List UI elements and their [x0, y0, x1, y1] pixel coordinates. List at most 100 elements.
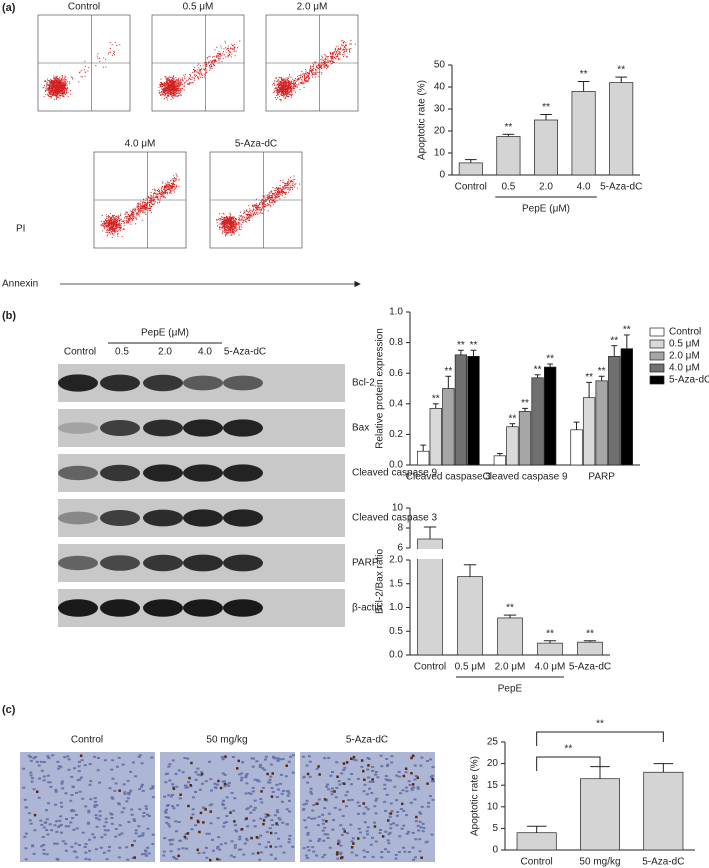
- blot-band: [183, 554, 223, 572]
- y-tick-label: 10: [487, 801, 499, 812]
- x-tick-label: 4.0 μM: [535, 662, 566, 673]
- blot-band: [143, 374, 183, 392]
- y-tick-label: 0.2: [389, 429, 403, 440]
- bar: [458, 162, 483, 176]
- blot-band: [143, 464, 183, 482]
- blot-band: [183, 464, 223, 482]
- legend-label: 5-Aza-dC: [669, 375, 709, 386]
- blot-row-label: Bax: [352, 423, 369, 434]
- x-axis-label: Annexin: [2, 279, 38, 290]
- ihc-label: 5-Aza-dC: [346, 735, 388, 746]
- significance: **: [457, 340, 465, 351]
- panel-label: (a): [2, 2, 16, 14]
- y-tick-label: 0.6: [389, 368, 403, 379]
- bar: [580, 778, 620, 851]
- bar: [582, 397, 596, 466]
- x-tick-label: Cleaved caspase 3: [406, 472, 491, 483]
- blot-band: [143, 509, 183, 527]
- bar: [608, 356, 621, 466]
- x-tick-label: PARP: [588, 472, 615, 483]
- comparison-bracket: [536, 756, 601, 771]
- significance: **: [596, 719, 604, 730]
- y-tick-label: 1.0: [389, 602, 403, 613]
- significance: **: [444, 366, 452, 377]
- x-axis-label: PepE: [498, 684, 523, 695]
- y-tick-label: 0.0: [389, 460, 403, 471]
- y-tick-label: 10: [434, 148, 446, 159]
- blot-band: [143, 419, 183, 437]
- x-tick-label: 0.5 μM: [455, 662, 486, 673]
- x-tick-label: 2.0 μM: [495, 662, 526, 673]
- bar: [595, 380, 608, 466]
- x-tick-label: Cleaved caspase 9: [482, 472, 567, 483]
- y-axis-label: Relative protein expression: [375, 328, 386, 449]
- significance: **: [534, 364, 542, 375]
- flow-plot-title: 5-Aza-dC: [235, 139, 277, 150]
- bar: [429, 408, 442, 466]
- y-tick-label: 30: [434, 104, 446, 115]
- bar: [571, 91, 596, 176]
- ihc-label: Control: [71, 735, 103, 746]
- bar: [417, 450, 430, 466]
- bar: [442, 388, 455, 466]
- bar: [537, 642, 563, 656]
- bar: [516, 832, 557, 851]
- blot-band: [223, 464, 263, 482]
- blot-row-label: Cleaved caspase 9: [352, 468, 437, 479]
- blot-row-label: PARP: [352, 558, 379, 569]
- x-tick-label: 5-Aza-dC: [600, 182, 642, 193]
- x-tick-label: 5-Aza-dC: [569, 662, 611, 673]
- y-tick-label: 0.8: [389, 337, 403, 348]
- y-tick-label: 0.4: [389, 398, 403, 409]
- blot-band: [183, 509, 223, 527]
- x-tick-label: 0.5: [501, 182, 515, 193]
- bar: [454, 354, 468, 466]
- blot-band: [183, 419, 223, 437]
- legend-swatch: [649, 375, 665, 385]
- y-tick-label: 0: [492, 845, 498, 856]
- flow-dots: [216, 175, 300, 237]
- legend-label: 4.0 μM: [669, 363, 700, 374]
- bar: [506, 426, 519, 466]
- significance: **: [580, 69, 588, 80]
- axis-break: [404, 549, 604, 559]
- significance: **: [509, 413, 517, 424]
- significance: **: [585, 372, 593, 383]
- blot-lane-label: 5-Aza-dC: [224, 347, 266, 358]
- y-tick-label: 50: [434, 60, 446, 71]
- blot-band: [100, 599, 140, 617]
- significance: **: [610, 335, 618, 346]
- blot-row-label: Cleaved caspase 3: [352, 513, 437, 524]
- blot-band: [223, 554, 263, 572]
- significance: **: [623, 325, 631, 336]
- blot-band: [100, 510, 140, 526]
- ihc-label: 50 mg/kg: [206, 735, 247, 746]
- significance: **: [546, 354, 554, 365]
- bar: [643, 771, 684, 851]
- bar: [518, 411, 532, 466]
- y-axis-label: Bcl-2/Bax ratio: [375, 549, 386, 614]
- y-tick-label: 0.5: [389, 626, 403, 637]
- bar: [544, 366, 557, 466]
- panel-label: (b): [2, 310, 16, 322]
- significance: **: [521, 398, 529, 409]
- flow-dots: [271, 40, 356, 102]
- significance: **: [564, 744, 572, 755]
- bar: [533, 119, 559, 176]
- blot-band: [58, 511, 98, 525]
- legend-swatch: [649, 363, 665, 373]
- y-tick-label: 1.5: [389, 578, 403, 589]
- y-tick-label: 5: [492, 823, 498, 834]
- bar: [577, 641, 603, 656]
- blot-band: [100, 464, 140, 482]
- blot-lane-label: 0.5: [115, 347, 129, 358]
- significance: **: [542, 102, 550, 113]
- x-tick-label: Control: [455, 182, 487, 193]
- flow-dots: [42, 41, 121, 100]
- bar: [497, 617, 523, 656]
- legend-label: Control: [669, 327, 701, 338]
- blot-band: [58, 374, 98, 392]
- x-tick-label: 50 mg/kg: [579, 857, 620, 868]
- legend-label: 2.0 μM: [669, 351, 700, 362]
